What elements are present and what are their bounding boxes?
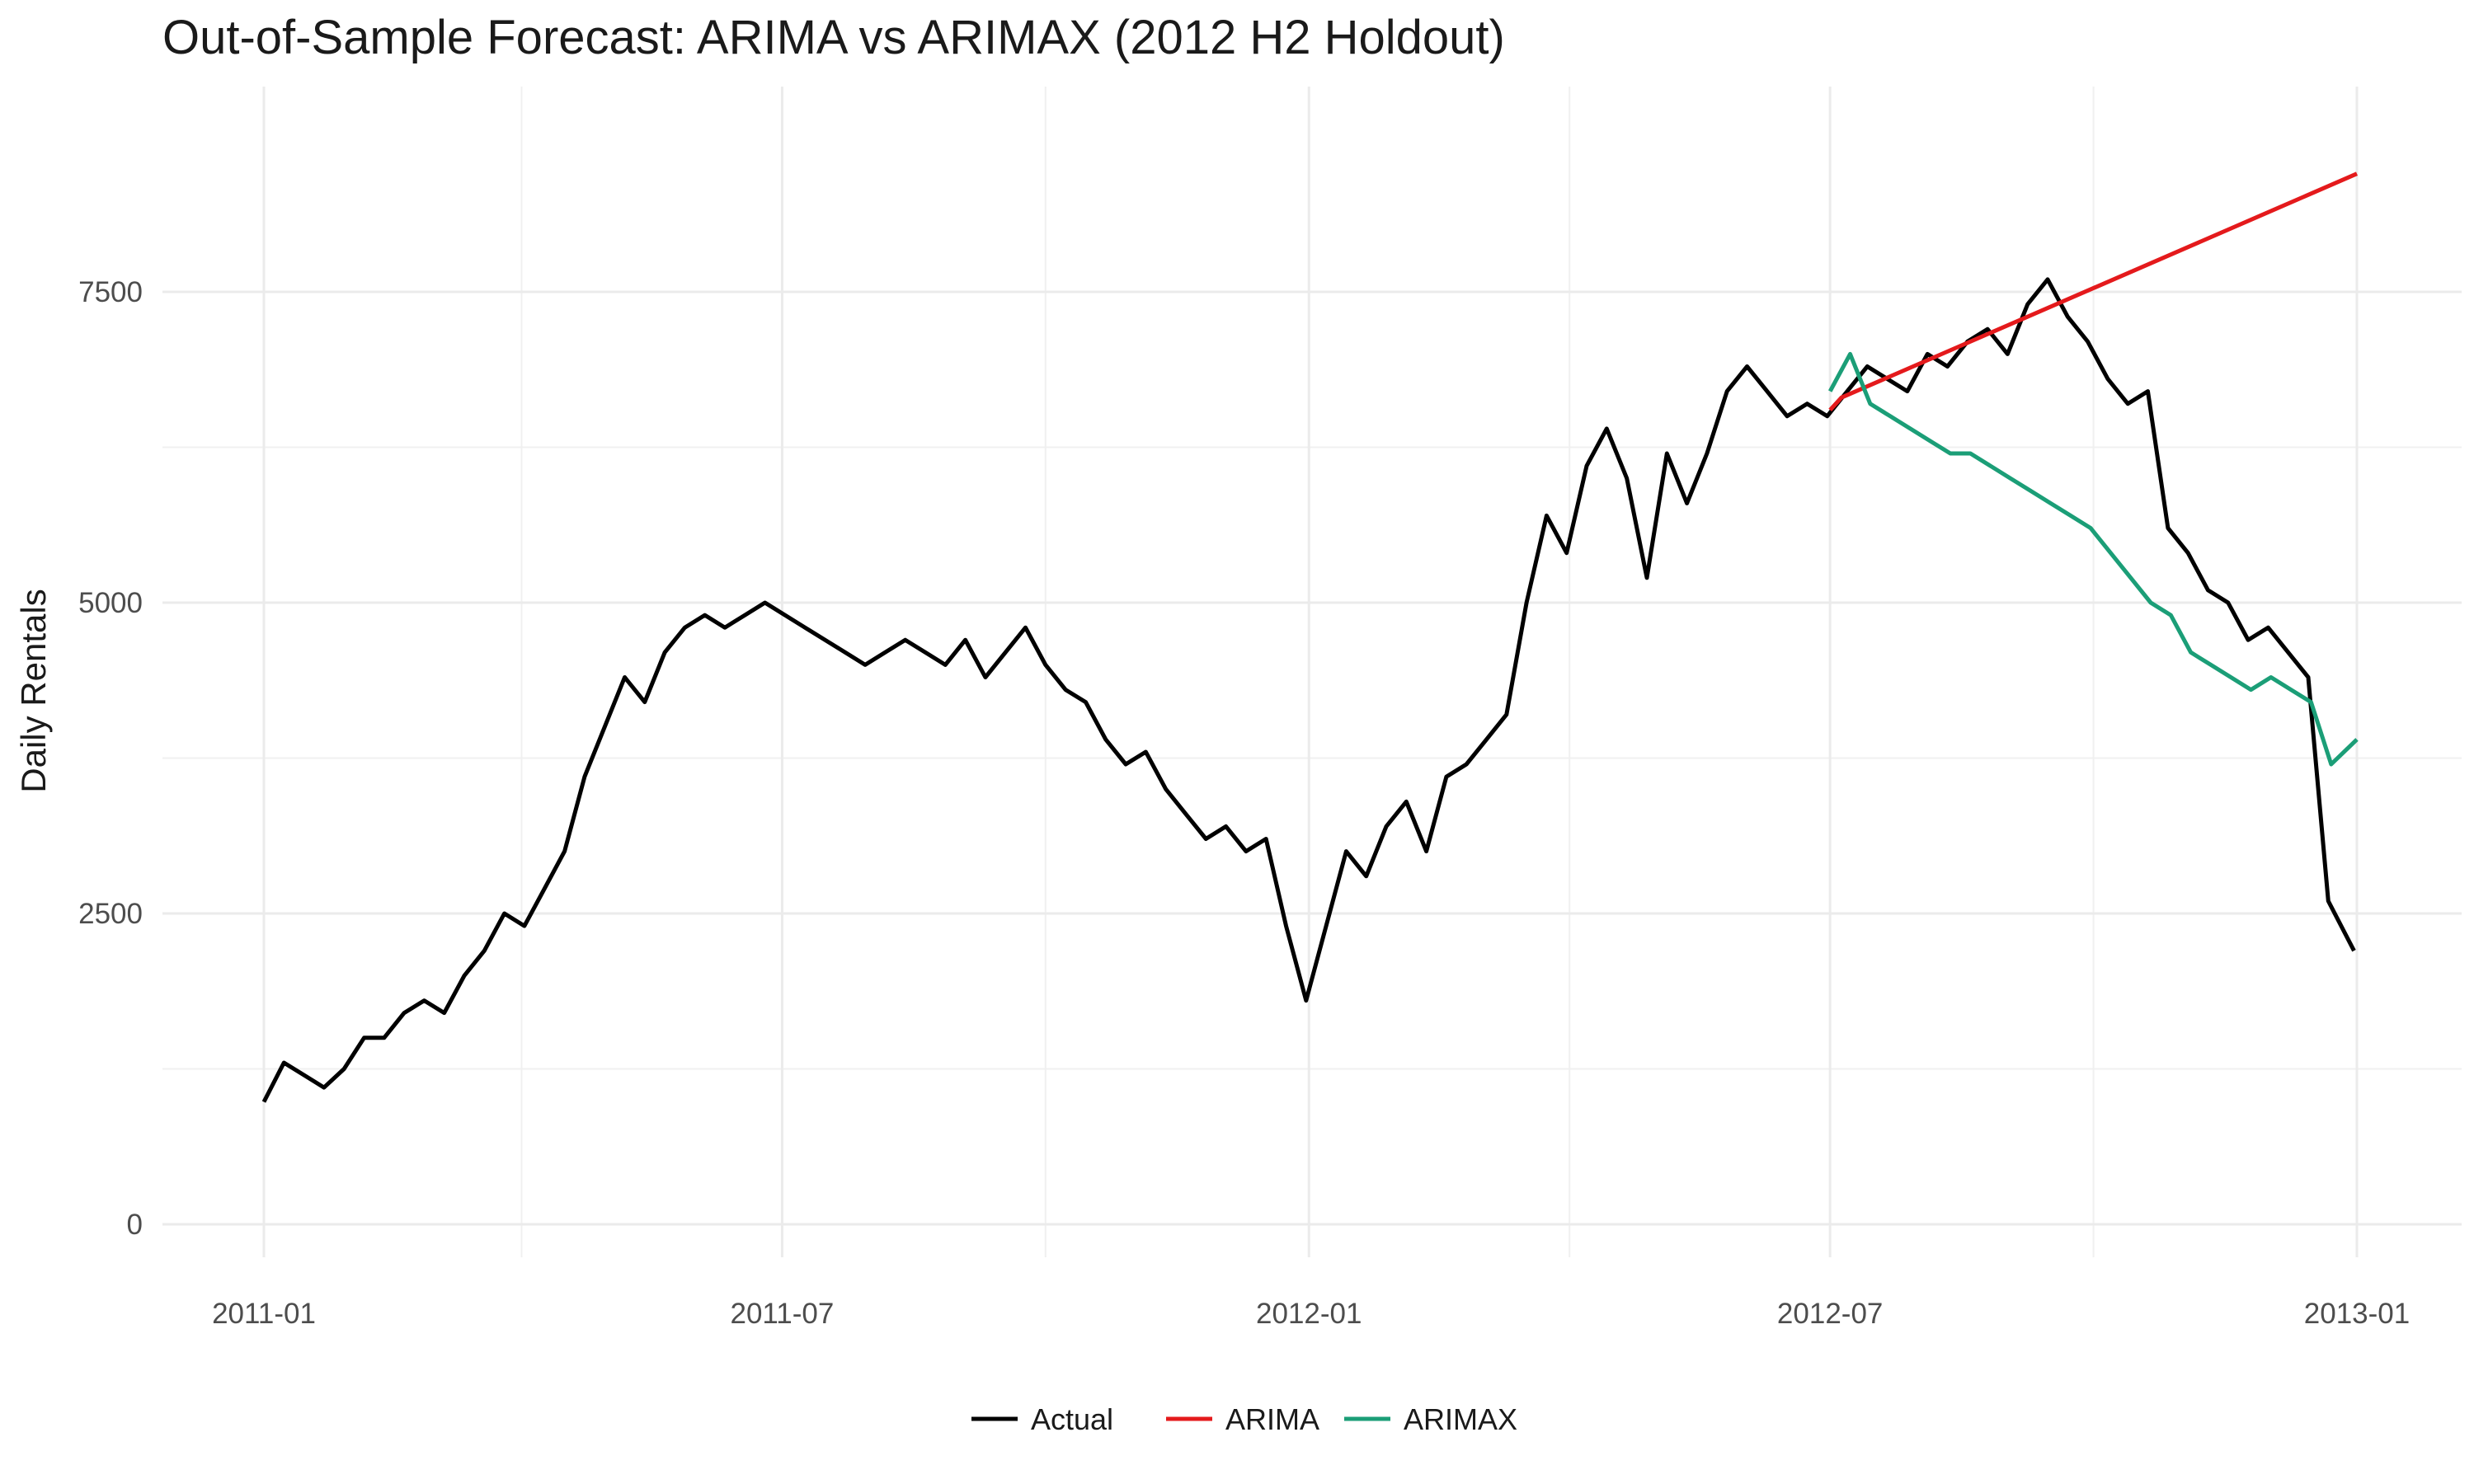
axis-layer: 2011-01 2011-07 2012-01 2012-07 2013-01 0 2500…	[78, 276, 2410, 1330]
legend-label-arimax: ARIMAX	[1404, 1402, 1517, 1436]
x-tick-label: 2011-07	[730, 1298, 834, 1330]
y-tick-label: 0	[127, 1209, 143, 1241]
x-tick-label: 2012-07	[1777, 1298, 1883, 1330]
series-layer	[261, 171, 2359, 1103]
y-axis-title: Daily Rentals	[14, 589, 53, 792]
x-tick-label: 2011-01	[212, 1298, 316, 1330]
x-tick-label: 2012-01	[1256, 1298, 1362, 1330]
grid-layer	[162, 87, 2462, 1257]
chart-title: Out-of-Sample Forecast: ARIMA vs ARIMAX …	[162, 11, 1505, 64]
y-tick-label: 5000	[78, 587, 143, 619]
legend-label-actual: Actual	[1031, 1402, 1113, 1436]
x-tick-label: 2013-01	[2304, 1298, 2410, 1330]
series-line-arimax	[1827, 351, 2359, 767]
legend: Actual ARIMA ARIMAX	[971, 1402, 1517, 1436]
series-line-actual	[261, 277, 2356, 1103]
legend-label-arima: ARIMA	[1225, 1402, 1319, 1436]
y-tick-label: 7500	[78, 276, 143, 308]
y-tick-label: 2500	[78, 898, 143, 930]
series-line-arima	[1828, 171, 2358, 411]
